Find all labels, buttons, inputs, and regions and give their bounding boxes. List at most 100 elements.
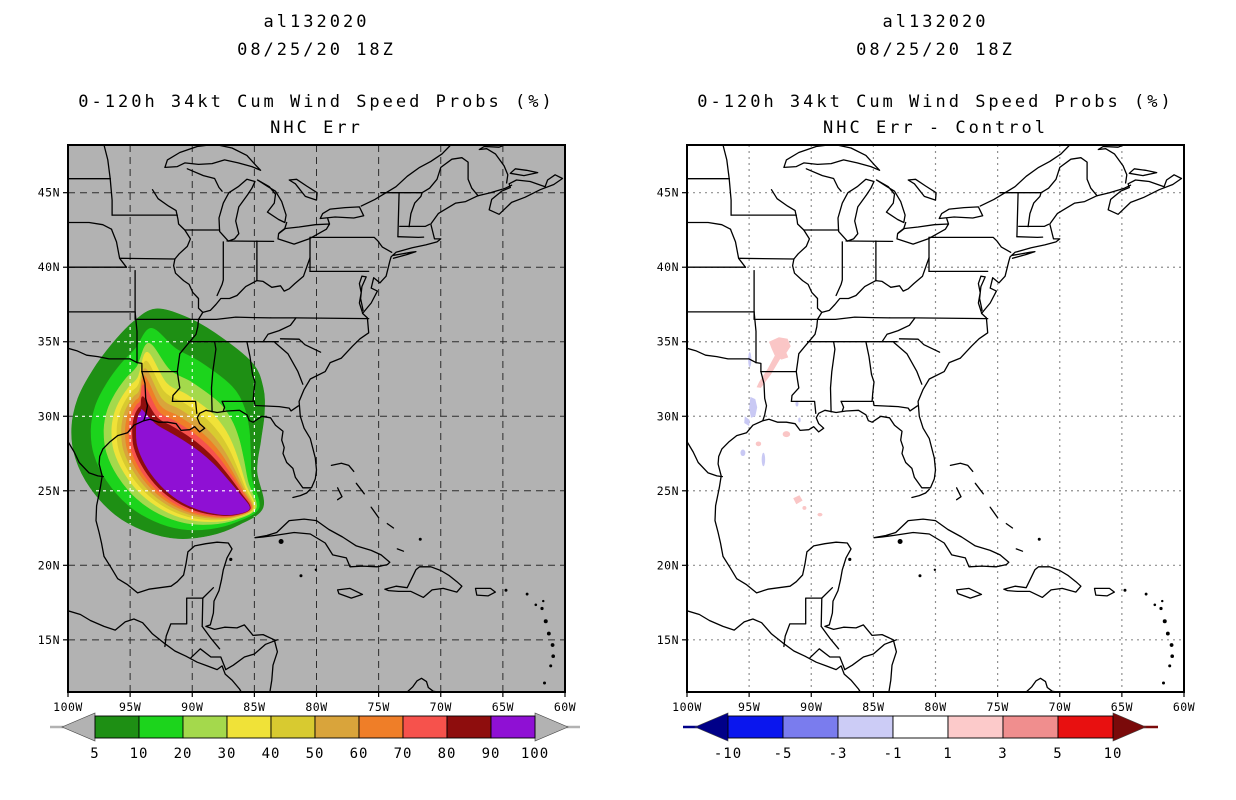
island-dot [543,619,548,624]
map-line [355,482,365,495]
axis-labels: 45N 40N 35N 30N 25N 20N 15N 100W 95W 90W 85W 80W 75W… [38,186,576,714]
map-line [256,257,311,292]
map-line [805,168,842,192]
colorbar-label: 10 [1104,746,1123,762]
colorbar-label: 50 [306,746,325,762]
map-line [274,341,304,385]
colorbar-box [138,715,184,739]
colorbar-box [446,715,492,739]
lon-tick-label: 95W [119,700,141,714]
map-line [820,597,823,628]
map-line [889,317,989,320]
map-line [270,317,370,320]
lat-tick-label: 40N [657,260,679,274]
island-dot [534,603,538,607]
map-line [336,487,343,501]
diff-patch [798,417,801,423]
map-outline [288,178,318,201]
map-outline [164,145,262,171]
colorbar-label: 30 [218,746,237,762]
colorbar-box [837,715,894,739]
diff-patch [802,505,807,510]
map-line [190,648,227,671]
map-line [186,168,223,192]
map-line [1015,548,1024,552]
map-line [893,341,923,385]
map-outline [873,518,1010,568]
map-difference-nhc-err-minus-control: 45N 40N 35N 30N 25N 20N 15N 100W 95W 90W 85W 80W 75W… [657,144,1195,714]
map-line [246,341,256,403]
colorbar-box [892,715,949,739]
map-line [225,639,279,671]
colorbar-label: 3 [998,746,1007,762]
island-dot [1153,603,1157,607]
lon-tick-label: 85W [862,700,884,714]
colorbar-box [1002,715,1059,739]
map-line [946,217,950,225]
map-line [829,341,836,413]
map-line [95,195,479,692]
map-line [397,192,400,238]
colorbar-box [182,715,228,739]
map-line [770,189,823,403]
colorbar-box [270,715,316,739]
map-line [134,311,138,364]
colorbar-label: 100 [521,746,549,762]
lat-tick-label: 45N [38,186,60,200]
map-outline [1093,587,1116,597]
island-dot [525,592,529,596]
map-outline [384,566,463,599]
map-line [881,317,916,343]
island-dot [1159,606,1163,611]
colorbar-probability: 5 10 20 30 40 50 60 70 80 90 100 [50,712,580,762]
map-line [1005,522,1014,529]
map-line [1016,192,1019,238]
colorbar-box [314,715,360,739]
map-line [821,279,877,314]
lon-tick-label: 100W [53,700,83,714]
map-line [1027,192,1042,228]
map-outline [955,587,983,599]
colorbar-box [782,715,839,739]
lat-tick-label: 20N [657,558,679,572]
map-outline [488,174,564,215]
map-line [974,482,984,495]
map-line [753,311,757,364]
map-outline [875,179,906,224]
map-line [210,341,217,413]
map-line [1016,236,1044,239]
map-line [164,597,204,648]
island-dot [848,557,852,561]
island-dot [546,631,551,636]
right-title: 0-120h 34kt Cum Wind Speed Probs (%) [697,92,1174,112]
island-dot [418,537,422,541]
lat-tick-label: 25N [38,484,60,498]
map-line [821,587,834,599]
right-storm-id: al132020 [882,12,989,32]
right-datetime: 08/25/20 18Z [856,40,1015,60]
map-line [955,487,962,501]
map-line [729,228,747,268]
map-line [136,361,143,373]
lon-tick-label: 65W [492,700,514,714]
map-line [809,648,846,671]
map-outline [256,179,287,224]
map-line [201,625,221,650]
map-outline [254,518,391,568]
map-line [292,488,311,499]
map-line [840,400,845,412]
map-line [949,462,974,473]
map-line [408,192,423,228]
colorbar-label: 5 [90,746,99,762]
colorbar-box [358,715,404,739]
map-line [790,400,817,414]
map-outline [474,587,497,597]
map-line [327,217,331,225]
island-dot [540,606,544,611]
island-dot [1144,592,1148,596]
map-line [103,145,111,180]
diff-patch [795,400,799,407]
island-dot [1123,588,1127,592]
map-line [197,316,272,321]
diff-patch [782,431,791,438]
